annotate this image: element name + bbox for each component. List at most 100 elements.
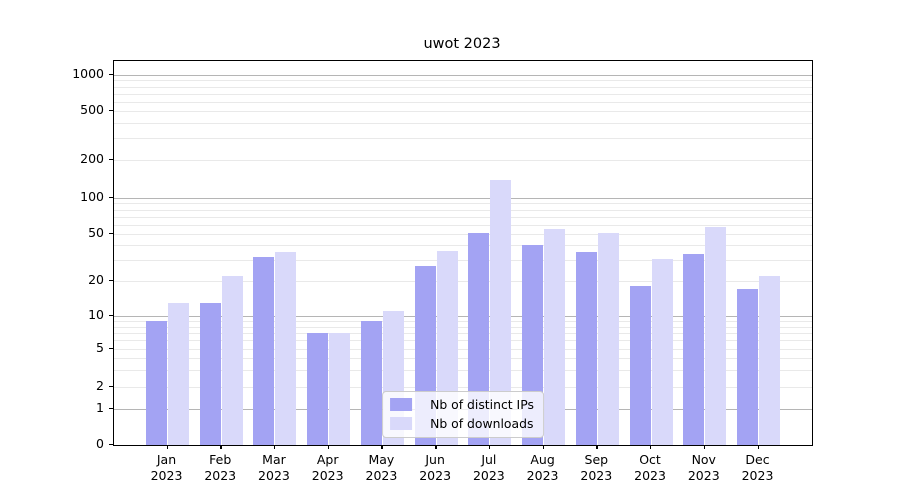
y-tick-label: 0 <box>96 436 104 451</box>
y-tick-label: 50 <box>88 225 104 240</box>
minor-gridline <box>114 224 812 226</box>
y-tick-label: 200 <box>80 151 104 166</box>
minor-gridline <box>114 281 812 282</box>
x-tick-label: Aug 2023 <box>526 452 559 483</box>
x-tick-label: Feb 2023 <box>204 452 237 483</box>
bar-distinct-ips <box>683 253 705 445</box>
y-tick-label: 100 <box>80 189 104 204</box>
bar-downloads <box>597 232 619 445</box>
chart-title: uwot 2023 <box>423 36 501 52</box>
minor-gridline <box>114 86 812 88</box>
bar-downloads <box>221 276 243 445</box>
bar-distinct-ips <box>146 321 167 445</box>
bar-downloads <box>275 252 297 445</box>
y-tick-mark <box>109 197 113 199</box>
minor-gridline <box>114 349 812 350</box>
minor-gridline <box>114 216 812 218</box>
legend-item-downloads: Nb of downloads <box>390 416 534 431</box>
minor-gridline <box>114 340 812 342</box>
x-tick-mark <box>542 445 544 449</box>
x-tick-label: Nov 2023 <box>687 452 720 483</box>
x-tick-label: Jun 2023 <box>419 452 452 483</box>
bar-downloads <box>168 302 189 445</box>
y-tick-label: 5 <box>96 340 104 355</box>
x-tick-mark <box>757 445 759 449</box>
x-tick-mark <box>381 445 383 449</box>
x-tick-mark <box>488 445 491 449</box>
minor-gridline <box>114 80 812 82</box>
y-tick-mark <box>109 159 113 161</box>
minor-gridline <box>114 326 812 328</box>
x-tick-mark <box>435 445 437 449</box>
legend-swatch-distinct-ips <box>390 398 413 411</box>
y-tick-label: 1000 <box>72 66 104 81</box>
y-tick-mark <box>109 74 113 76</box>
x-tick-mark <box>650 445 652 449</box>
y-tick-mark <box>109 444 113 446</box>
x-tick-mark <box>220 445 222 449</box>
minor-gridline <box>114 160 812 161</box>
x-tick-label: Dec 2023 <box>741 452 774 483</box>
y-tick-mark <box>109 233 113 235</box>
x-tick-mark <box>596 445 598 449</box>
x-tick-mark <box>166 445 168 449</box>
minor-gridline <box>114 321 812 323</box>
minor-gridline <box>114 234 812 235</box>
plot-area: Nb of distinct IPs Nb of downloads <box>113 60 813 446</box>
legend-item-distinct-ips: Nb of distinct IPs <box>390 397 534 412</box>
y-tick-mark <box>109 315 113 317</box>
x-tick-label: May 2023 <box>365 452 398 483</box>
x-tick-mark <box>273 445 276 449</box>
legend-label-downloads: Nb of downloads <box>430 416 534 431</box>
minor-gridline <box>114 332 812 334</box>
y-tick-mark <box>109 110 113 112</box>
major-gridline <box>114 75 812 76</box>
bar-distinct-ips <box>629 286 651 445</box>
y-tick-mark <box>109 408 113 410</box>
bar-downloads <box>490 180 512 445</box>
bar-downloads <box>544 229 566 445</box>
y-tick-label: 20 <box>88 272 104 287</box>
legend-label-distinct-ips: Nb of distinct IPs <box>430 397 534 412</box>
x-tick-mark <box>703 445 706 449</box>
minor-gridline <box>114 209 812 211</box>
y-tick-mark <box>109 348 113 350</box>
minor-gridline <box>114 138 812 140</box>
x-tick-label: Sep 2023 <box>580 452 613 483</box>
y-tick-label: 500 <box>80 102 104 117</box>
minor-gridline <box>114 101 812 103</box>
minor-gridline <box>114 260 812 262</box>
x-tick-label: Oct 2023 <box>634 452 666 483</box>
minor-gridline <box>114 387 812 388</box>
x-tick-label: Jul 2023 <box>472 452 505 483</box>
minor-gridline <box>114 111 812 112</box>
minor-gridline <box>114 93 812 95</box>
bar-distinct-ips <box>360 321 382 445</box>
bar-downloads <box>329 332 351 445</box>
minor-gridline <box>114 358 812 360</box>
minor-gridline <box>114 203 812 205</box>
major-gridline <box>114 316 812 317</box>
bar-downloads <box>759 276 780 445</box>
x-tick-label: Mar 2023 <box>258 452 290 483</box>
legend: Nb of distinct IPs Nb of downloads <box>382 391 544 438</box>
bar-distinct-ips <box>253 256 275 445</box>
bar-distinct-ips <box>737 289 758 445</box>
bar-downloads <box>705 227 727 445</box>
bar-distinct-ips <box>307 332 329 445</box>
major-gridline <box>114 198 812 199</box>
bar-downloads <box>651 258 673 445</box>
y-tick-label: 10 <box>88 307 104 322</box>
x-tick-label: Apr 2023 <box>311 452 344 483</box>
y-tick-label: 1 <box>96 400 104 415</box>
y-tick-label: 2 <box>96 378 104 393</box>
x-tick-label: Jan 2023 <box>150 452 183 483</box>
bar-distinct-ips <box>575 252 597 445</box>
x-tick-mark <box>327 445 330 449</box>
y-tick-mark <box>109 386 113 388</box>
y-tick-mark <box>109 280 113 282</box>
minor-gridline <box>114 370 812 372</box>
minor-gridline <box>114 122 812 124</box>
bar-distinct-ips <box>199 302 221 445</box>
